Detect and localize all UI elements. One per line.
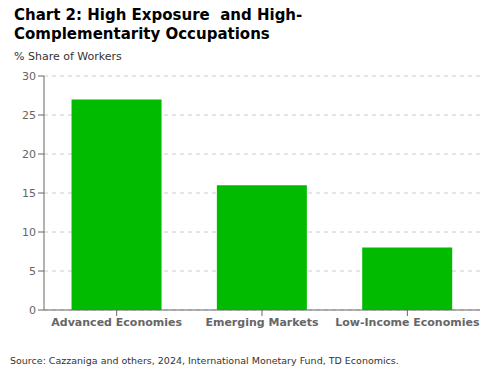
html-text:Chart 2: High Exposure and Hig: Chart 2: High Exposure and High- Complem… — [14, 6, 303, 43]
svg-text:30: 30 — [22, 70, 36, 83]
svg-text:5: 5 — [29, 265, 36, 278]
svg-text:10: 10 — [22, 226, 36, 239]
svg-text:25: 25 — [22, 109, 36, 122]
html-text:% Share of Workers: % Share of Workers — [14, 50, 122, 63]
html-text:Source: Cazzaniga and others,: Source: Cazzaniga and others, 2024, Inte… — [10, 355, 399, 366]
svg-text:Emerging Markets: Emerging Markets — [205, 316, 319, 329]
svg-text:20: 20 — [22, 148, 36, 161]
svg-text:0: 0 — [29, 304, 36, 317]
svg-text:15: 15 — [22, 187, 36, 200]
svg-text:Low-Income Economies: Low-Income Economies — [335, 316, 480, 329]
svg-text:Advanced Economies: Advanced Economies — [51, 316, 182, 329]
